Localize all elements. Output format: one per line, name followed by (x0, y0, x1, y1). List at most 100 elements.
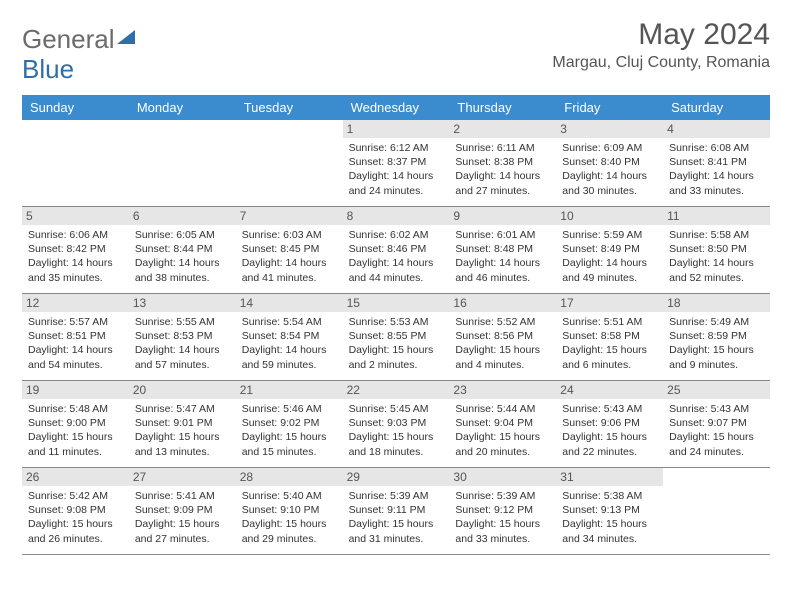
info-line: Sunset: 9:03 PM (349, 416, 444, 430)
day-header: Monday (129, 95, 236, 120)
day-info: Sunrise: 5:38 AMSunset: 9:13 PMDaylight:… (562, 489, 657, 546)
info-line: Daylight: 15 hours (669, 343, 764, 357)
info-line: and 2 minutes. (349, 358, 444, 372)
day-cell: 9Sunrise: 6:01 AMSunset: 8:48 PMDaylight… (449, 207, 556, 293)
info-line: and 46 minutes. (455, 271, 550, 285)
day-cell (129, 120, 236, 206)
info-line: Daylight: 14 hours (135, 343, 230, 357)
day-cell: 27Sunrise: 5:41 AMSunset: 9:09 PMDayligh… (129, 468, 236, 554)
info-line: and 59 minutes. (242, 358, 337, 372)
day-number: 10 (556, 207, 663, 225)
day-info: Sunrise: 6:03 AMSunset: 8:45 PMDaylight:… (242, 228, 337, 285)
info-line: Sunrise: 5:52 AM (455, 315, 550, 329)
info-line: Daylight: 15 hours (562, 430, 657, 444)
info-line: Sunset: 8:50 PM (669, 242, 764, 256)
info-line: Sunset: 8:38 PM (455, 155, 550, 169)
day-cell: 2Sunrise: 6:11 AMSunset: 8:38 PMDaylight… (449, 120, 556, 206)
day-number: 16 (449, 294, 556, 312)
info-line: Sunrise: 5:51 AM (562, 315, 657, 329)
info-line: Daylight: 15 hours (349, 517, 444, 531)
info-line: Sunrise: 5:39 AM (349, 489, 444, 503)
day-cell: 30Sunrise: 5:39 AMSunset: 9:12 PMDayligh… (449, 468, 556, 554)
week-row: 5Sunrise: 6:06 AMSunset: 8:42 PMDaylight… (22, 207, 770, 294)
day-header: Tuesday (236, 95, 343, 120)
day-cell: 21Sunrise: 5:46 AMSunset: 9:02 PMDayligh… (236, 381, 343, 467)
info-line: Daylight: 15 hours (562, 343, 657, 357)
logo-text-1: General (22, 24, 115, 55)
info-line: Sunset: 8:37 PM (349, 155, 444, 169)
info-line: Daylight: 14 hours (562, 169, 657, 183)
day-number: 17 (556, 294, 663, 312)
day-cell (22, 120, 129, 206)
info-line: Daylight: 15 hours (28, 517, 123, 531)
day-info: Sunrise: 5:49 AMSunset: 8:59 PMDaylight:… (669, 315, 764, 372)
info-line: Sunset: 9:02 PM (242, 416, 337, 430)
info-line: Sunset: 9:01 PM (135, 416, 230, 430)
info-line: Sunrise: 5:59 AM (562, 228, 657, 242)
day-number: 20 (129, 381, 236, 399)
day-info: Sunrise: 5:58 AMSunset: 8:50 PMDaylight:… (669, 228, 764, 285)
day-number: 23 (449, 381, 556, 399)
day-info: Sunrise: 5:40 AMSunset: 9:10 PMDaylight:… (242, 489, 337, 546)
day-cell: 22Sunrise: 5:45 AMSunset: 9:03 PMDayligh… (343, 381, 450, 467)
day-number: 2 (449, 120, 556, 138)
day-cell: 4Sunrise: 6:08 AMSunset: 8:41 PMDaylight… (663, 120, 770, 206)
day-number: 21 (236, 381, 343, 399)
day-number: 8 (343, 207, 450, 225)
day-number: 26 (22, 468, 129, 486)
info-line: Daylight: 15 hours (28, 430, 123, 444)
info-line: and 49 minutes. (562, 271, 657, 285)
info-line: Sunrise: 5:38 AM (562, 489, 657, 503)
info-line: Sunset: 8:53 PM (135, 329, 230, 343)
info-line: Daylight: 14 hours (455, 256, 550, 270)
info-line: Sunrise: 6:11 AM (455, 141, 550, 155)
info-line: Daylight: 15 hours (455, 343, 550, 357)
info-line: and 57 minutes. (135, 358, 230, 372)
info-line: Daylight: 14 hours (135, 256, 230, 270)
day-cell: 12Sunrise: 5:57 AMSunset: 8:51 PMDayligh… (22, 294, 129, 380)
day-info: Sunrise: 5:51 AMSunset: 8:58 PMDaylight:… (562, 315, 657, 372)
info-line: Sunrise: 5:54 AM (242, 315, 337, 329)
info-line: and 11 minutes. (28, 445, 123, 459)
info-line: Daylight: 15 hours (455, 517, 550, 531)
info-line: Sunset: 8:55 PM (349, 329, 444, 343)
logo-sail-icon (117, 30, 135, 44)
info-line: Daylight: 15 hours (455, 430, 550, 444)
day-number: 14 (236, 294, 343, 312)
info-line: and 4 minutes. (455, 358, 550, 372)
info-line: and 41 minutes. (242, 271, 337, 285)
day-cell: 26 Sunrise: 5:42 AMSunset: 9:08 PMDayligh… (22, 468, 129, 554)
day-number: 29 (343, 468, 450, 486)
info-line: Daylight: 14 hours (349, 169, 444, 183)
info-line: Sunset: 8:56 PM (455, 329, 550, 343)
info-line: Sunrise: 5:55 AM (135, 315, 230, 329)
day-number: 25 (663, 381, 770, 399)
day-number: 22 (343, 381, 450, 399)
info-line: Sunrise: 5:45 AM (349, 402, 444, 416)
day-info: Sunrise: 5:42 AMSunset: 9:08 PMDaylight:… (28, 489, 123, 546)
day-header: Wednesday (343, 95, 450, 120)
info-line: Sunset: 8:40 PM (562, 155, 657, 169)
day-number: 30 (449, 468, 556, 486)
info-line: and 22 minutes. (562, 445, 657, 459)
info-line: Daylight: 15 hours (135, 430, 230, 444)
day-number: 3 (556, 120, 663, 138)
info-line: Sunset: 8:59 PM (669, 329, 764, 343)
week-row: 1Sunrise: 6:12 AMSunset: 8:37 PMDaylight… (22, 120, 770, 207)
day-number: 5 (22, 207, 129, 225)
day-number: 11 (663, 207, 770, 225)
info-line: and 27 minutes. (455, 184, 550, 198)
info-line: Sunset: 8:48 PM (455, 242, 550, 256)
day-cell: 15Sunrise: 5:53 AMSunset: 8:55 PMDayligh… (343, 294, 450, 380)
info-line: Sunrise: 5:42 AM (28, 489, 123, 503)
day-info: Sunrise: 6:09 AMSunset: 8:40 PMDaylight:… (562, 141, 657, 198)
info-line: and 18 minutes. (349, 445, 444, 459)
info-line: Sunset: 8:49 PM (562, 242, 657, 256)
info-line: Sunrise: 5:49 AM (669, 315, 764, 329)
day-cell: 17 Sunrise: 5:51 AMSunset: 8:58 PMDayligh… (556, 294, 663, 380)
page-title: May 2024 (552, 18, 770, 52)
day-info: Sunrise: 5:55 AMSunset: 8:53 PMDaylight:… (135, 315, 230, 372)
day-cell: 13Sunrise: 5:55 AMSunset: 8:53 PMDayligh… (129, 294, 236, 380)
day-cell (236, 120, 343, 206)
day-info: Sunrise: 5:48 AMSunset: 9:00 PMDaylight:… (28, 402, 123, 459)
